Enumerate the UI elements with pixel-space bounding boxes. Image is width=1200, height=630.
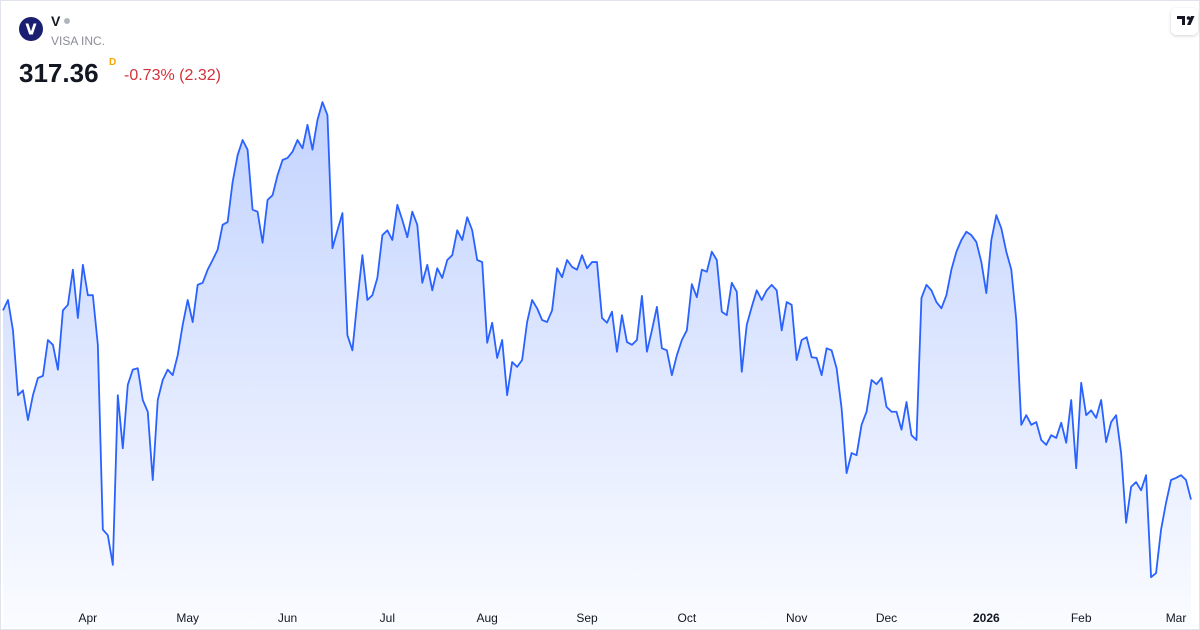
- brand-glyph-dot: [1186, 16, 1191, 20]
- x-tick-label: Apr: [79, 611, 98, 625]
- x-tick-label: May: [176, 611, 199, 625]
- x-tick-label: 2026: [973, 611, 1000, 625]
- price-change: -0.73% (2.32): [124, 67, 221, 84]
- price-flag: D: [109, 57, 116, 68]
- company-name: VISA INC.: [51, 34, 105, 48]
- x-tick-label: Oct: [678, 611, 697, 625]
- status-dot: [64, 18, 70, 24]
- plot-area: Apr May Jun Jul Aug Sep Oct Nov Dec 2026 Feb Mar: [2, 101, 1192, 628]
- x-tick-label: Nov: [786, 611, 807, 625]
- brand-glyph-slash: [1187, 16, 1195, 25]
- x-tick-label: Jun: [278, 611, 297, 625]
- x-tick-label: Feb: [1071, 611, 1092, 625]
- ticker: V: [51, 13, 61, 29]
- x-tick-label: Mar: [1166, 611, 1187, 625]
- brand-badge[interactable]: [1171, 8, 1198, 35]
- brand-glyph: [1177, 16, 1185, 25]
- logo-glyph: [25, 23, 37, 35]
- price-area: [3, 102, 1191, 628]
- x-tick-label: Sep: [576, 611, 598, 625]
- x-tick-label: Dec: [876, 611, 897, 625]
- logo: [19, 17, 43, 41]
- price-line: [2, 101, 1192, 579]
- price: 317.36: [19, 58, 99, 88]
- x-tick-label: Jul: [380, 611, 395, 625]
- x-tick-label: Aug: [477, 611, 498, 625]
